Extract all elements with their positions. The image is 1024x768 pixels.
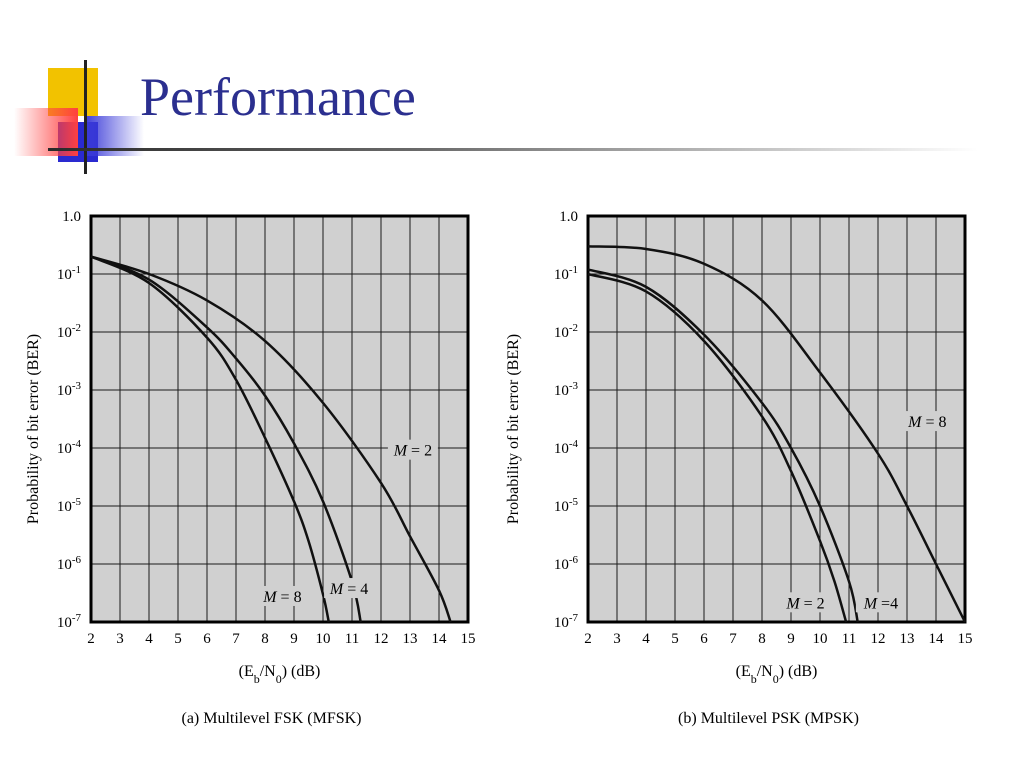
x-tick-label: 3 [613, 631, 621, 647]
x-tick-label: 9 [290, 631, 298, 647]
annotation-bg [780, 592, 831, 613]
y-tick-label: 10-3 [57, 380, 82, 399]
y-tick-label: 10-2 [554, 322, 578, 341]
series-line-m4 [587, 268, 859, 623]
y-tick-label: 10-6 [57, 554, 82, 573]
series-annotation: M =4 [863, 595, 898, 612]
annotation-bg [855, 592, 906, 613]
plot-area [588, 216, 965, 622]
series-annotation: M = 2 [785, 595, 824, 612]
title-underline [48, 148, 978, 151]
x-tick-label: 4 [145, 631, 153, 647]
x-tick-label: 10 [316, 631, 331, 647]
y-tick-label: 10-7 [554, 612, 579, 631]
y-tick-label: 10-2 [57, 322, 81, 341]
chart-caption: (a) Multilevel FSK (MFSK) [182, 710, 362, 727]
x-tick-label: 15 [461, 631, 476, 647]
y-tick-label: 10-4 [554, 438, 579, 457]
series-line-m8 [90, 255, 331, 623]
x-tick-label: 8 [758, 631, 766, 647]
annotation-bg [324, 578, 375, 599]
y-tick-label: 10-3 [554, 380, 579, 399]
y-tick-label: 1.0 [559, 209, 578, 225]
y-tick-label: 10-7 [57, 612, 82, 631]
y-tick-label: 10-5 [554, 496, 579, 515]
x-tick-label: 6 [203, 631, 211, 647]
x-tick-label: 2 [584, 631, 592, 647]
y-tick-label: 10-4 [57, 438, 82, 457]
x-tick-label: 14 [432, 631, 448, 647]
annotation-bg [257, 585, 308, 606]
y-axis-label: Probability of bit error (BER) [505, 334, 522, 524]
x-axis-label: (Eb/N0) (dB) [239, 663, 321, 686]
series-annotation: M = 4 [329, 581, 368, 598]
x-axis-label: (Eb/N0) (dB) [736, 663, 818, 686]
series-line-m2 [90, 255, 452, 623]
x-tick-label: 2 [87, 631, 95, 647]
slide-title: Performance [140, 67, 416, 127]
x-tick-label: 6 [700, 631, 708, 647]
x-tick-label: 10 [813, 631, 828, 647]
x-tick-label: 7 [729, 631, 737, 647]
y-tick-label: 10-1 [554, 264, 578, 283]
x-tick-label: 11 [345, 631, 359, 647]
series-line-m8 [587, 245, 967, 623]
x-tick-label: 4 [642, 631, 650, 647]
annotation-bg [902, 411, 953, 432]
series-line-m2 [587, 272, 848, 623]
series-line-m4 [90, 255, 362, 623]
x-tick-label: 5 [671, 631, 679, 647]
x-tick-label: 8 [261, 631, 269, 647]
chart-panel-mpsk: 2 3 4 5 6 7 8 9 10 11 12 13 14 15 1.0 10-1 10-2 10-3 10-4 1… [505, 209, 973, 727]
chart-panel-mfsk: 2 3 4 5 6 7 8 9 10 11 12 13 14 15 1.0 10-1 10-2 10-3 10-4 1… [25, 209, 476, 727]
series-annotation: M = 8 [907, 414, 946, 431]
plot-frame [586, 214, 967, 624]
y-tick-label: 10-6 [554, 554, 579, 573]
annotation-bg [387, 439, 438, 460]
x-tick-label: 12 [374, 631, 389, 647]
x-tick-label: 9 [787, 631, 795, 647]
x-tick-label: 14 [929, 631, 945, 647]
series-annotation: M = 2 [393, 443, 432, 460]
x-tick-label: 11 [842, 631, 856, 647]
y-tick-label: 10-1 [57, 264, 81, 283]
y-tick-label: 10-5 [57, 496, 82, 515]
x-tick-label: 7 [232, 631, 240, 647]
x-tick-label: 13 [900, 631, 915, 647]
chart-caption: (b) Multilevel PSK (MPSK) [678, 710, 859, 727]
x-tick-label: 13 [403, 631, 418, 647]
x-tick-label: 15 [958, 631, 973, 647]
x-tick-label: 5 [174, 631, 182, 647]
y-tick-label: 1.0 [62, 209, 81, 225]
plot-frame [89, 214, 470, 624]
x-tick-label: 12 [871, 631, 886, 647]
series-annotation: M = 8 [262, 589, 301, 606]
y-axis-label: Probability of bit error (BER) [25, 334, 42, 524]
x-tick-label: 3 [116, 631, 124, 647]
